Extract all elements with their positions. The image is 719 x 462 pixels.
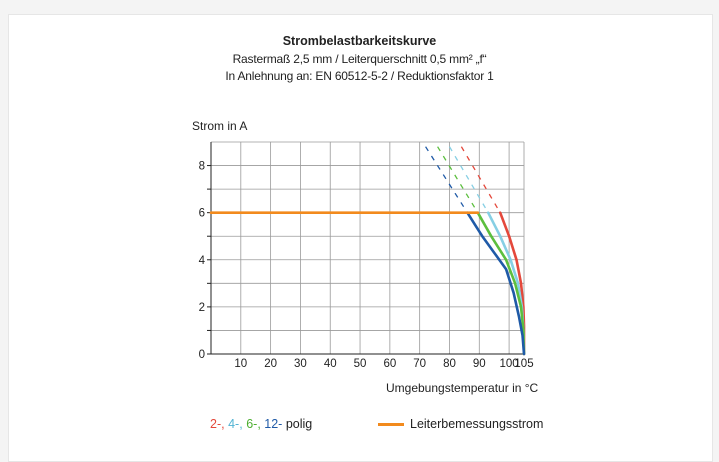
grid-lines <box>211 142 524 354</box>
legend-series-2: 2-, <box>210 417 225 431</box>
x-tick-label: 10 <box>234 358 247 370</box>
x-tick-label: 30 <box>294 358 307 370</box>
legend-rated-current: Leiterbemessungsstrom <box>378 417 543 431</box>
x-tick-label: 60 <box>383 358 396 370</box>
series-4-dashed <box>450 147 489 213</box>
series-12-dashed <box>426 147 468 213</box>
x-tick-label: 20 <box>264 358 277 370</box>
legend-series-12: 12- polig <box>264 417 312 431</box>
y-axis-label: Strom in A <box>192 119 247 133</box>
legend-series-4: 4-, <box>228 417 243 431</box>
x-tick-label: 80 <box>443 358 456 370</box>
legend-rated-current-swatch <box>378 423 404 426</box>
series-6-dashed <box>438 147 478 213</box>
y-tick-label: 0 <box>199 349 205 361</box>
y-tick-label: 2 <box>199 302 205 314</box>
legend-series-6: 6-, <box>246 417 261 431</box>
x-tick-label: 90 <box>473 358 486 370</box>
x-tick-label: 50 <box>354 358 367 370</box>
x-axis-label: Umgebungstemperatur in °C <box>386 381 539 395</box>
series-lines <box>211 147 524 354</box>
y-tick-label: 8 <box>199 161 205 173</box>
x-tick-label: 105 <box>514 358 533 370</box>
y-tick-label: 6 <box>199 208 205 220</box>
axes <box>207 142 524 354</box>
y-tick-label: 4 <box>199 255 206 267</box>
series-2-dashed <box>461 147 500 213</box>
x-tick-label: 40 <box>324 358 337 370</box>
x-tick-label: 70 <box>413 358 426 370</box>
legend-rated-current-label: Leiterbemessungsstrom <box>410 417 543 431</box>
legend-pole-counts: 2-, 4-, 6-, 12- polig <box>210 417 312 431</box>
